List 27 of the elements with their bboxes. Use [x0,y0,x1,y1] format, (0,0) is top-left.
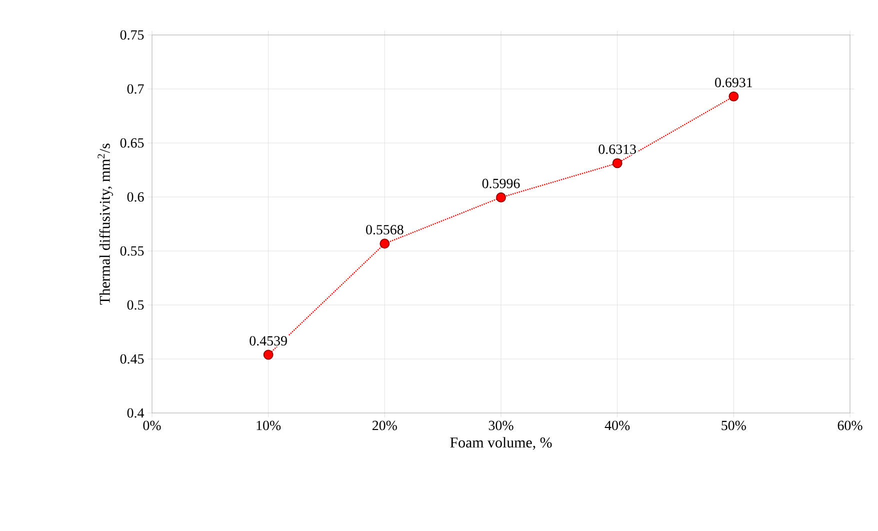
point [263,350,274,360]
x-tick-label: 60% [838,420,862,430]
y-tick-label: 0.65 [120,138,144,148]
y-tick-label: 0.75 [120,30,144,40]
y-tick-label: 0.7 [127,84,144,94]
y-tick-label: 0.6 [127,192,144,202]
x-tick-label: 10% [256,420,281,430]
point [496,192,506,202]
x-tick-label: 40% [604,420,630,430]
x-tick-label: 50% [722,420,746,430]
y-tick-label: 0.55 [120,246,144,256]
data-label: 0.4539 [250,336,287,346]
data-label: 0.6313 [598,144,636,154]
x-axis-title: Foam volume, % [450,437,552,450]
point [728,91,739,102]
y-tick-label: 0.5 [127,300,144,310]
point [612,158,622,168]
point [380,238,390,249]
data-label: 0.5568 [366,224,404,234]
y-axis-title: Thermal diffusivity, mm$^{2}$/s [98,144,113,305]
data-label: 0.5996 [482,178,520,188]
y-tick-label: 0.4 [127,408,144,418]
x-tick-label: 30% [488,420,514,430]
x-tick-label: 0% [143,420,161,430]
x-tick-label: 20% [372,420,397,430]
data-label: 0.6931 [715,78,752,88]
y-tick-label: 0.45 [120,354,144,364]
